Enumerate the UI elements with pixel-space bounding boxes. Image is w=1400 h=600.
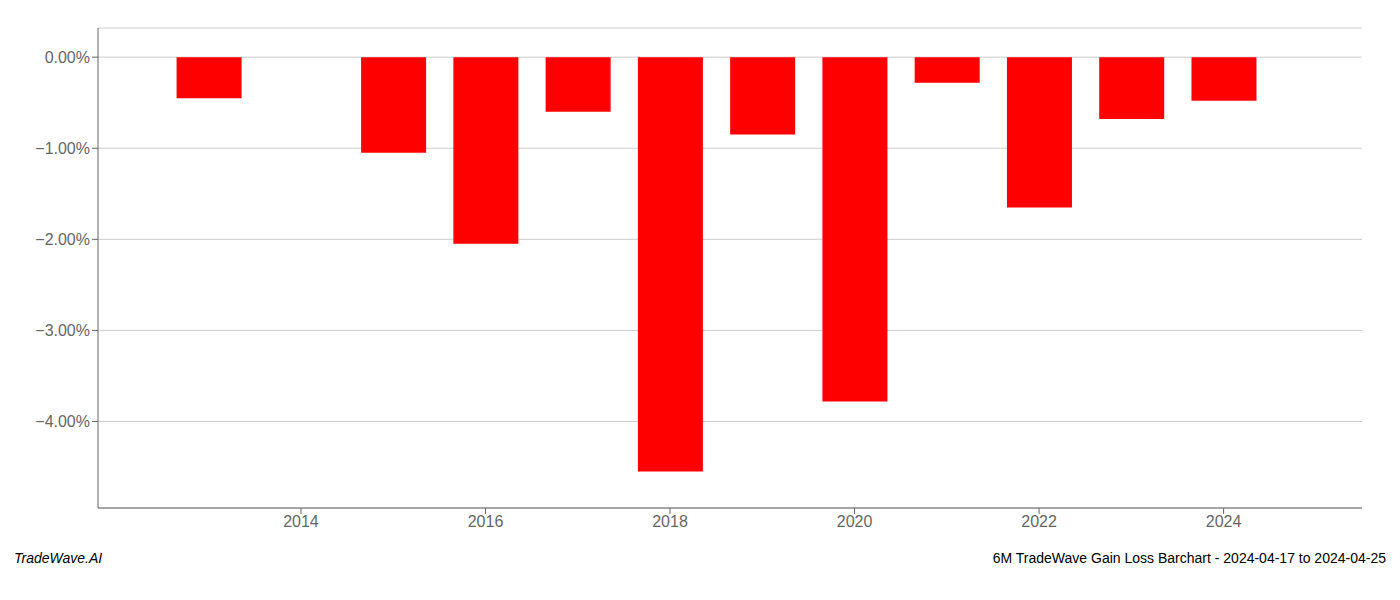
svg-text:2014: 2014 xyxy=(283,513,319,530)
svg-text:−2.00%: −2.00% xyxy=(35,231,90,248)
svg-text:2024: 2024 xyxy=(1206,513,1242,530)
svg-text:2022: 2022 xyxy=(1021,513,1057,530)
svg-text:2016: 2016 xyxy=(468,513,504,530)
svg-text:0.00%: 0.00% xyxy=(45,49,90,66)
svg-text:−1.00%: −1.00% xyxy=(35,140,90,157)
svg-text:−3.00%: −3.00% xyxy=(35,322,90,339)
html-text:TradeWave.AI: TradeWave.AI xyxy=(14,550,103,566)
html-text:6M TradeWave Gain Loss Barchar: 6M TradeWave Gain Loss Barchart - 2024-0… xyxy=(992,550,1386,566)
svg-text:−4.00%: −4.00% xyxy=(35,413,90,430)
svg-text:2018: 2018 xyxy=(652,513,688,530)
svg-text:2020: 2020 xyxy=(837,513,873,530)
